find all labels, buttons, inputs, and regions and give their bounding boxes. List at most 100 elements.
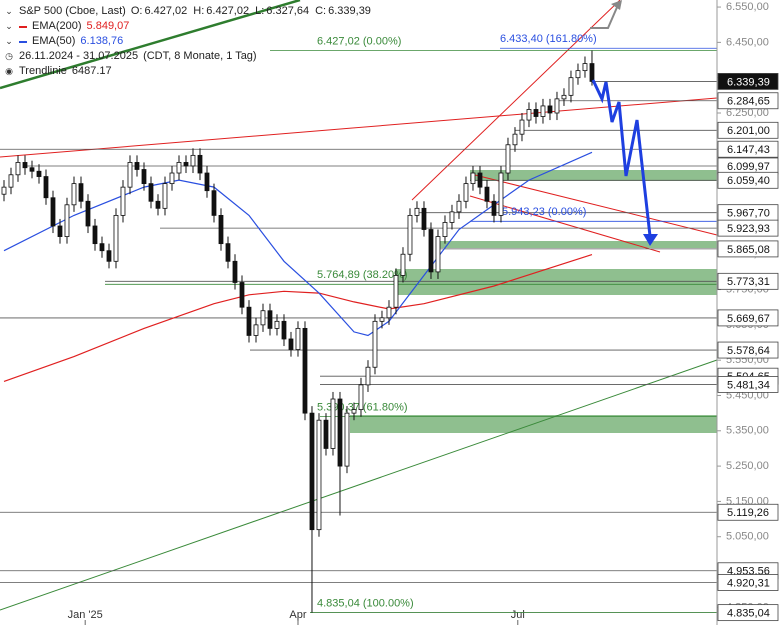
forecast-arrow — [591, 79, 652, 237]
candle-body — [162, 183, 168, 209]
fib-label: 4.835,04 (100.00%) — [317, 598, 414, 610]
candle-body — [582, 63, 588, 72]
trendline — [474, 174, 718, 236]
ohlc: O: 6.427,02 H: 6.427,02 L: 6.327,64 C: 6.339,39 — [131, 4, 377, 19]
price-box-label: 4.835,04 — [727, 608, 770, 620]
candle-body — [407, 214, 413, 255]
zone — [470, 170, 717, 181]
candle-body — [43, 176, 49, 199]
ohlc-label: O: — [130, 5, 143, 17]
y-tick-label: 5.250,00 — [726, 460, 769, 472]
collapse-icon[interactable]: ⌄ — [5, 6, 13, 16]
price-box-label: 5.119,26 — [727, 507, 769, 519]
symbol: S&P 500 (Cboe, Last) — [19, 5, 126, 17]
candle-body — [295, 327, 301, 350]
candle-body — [267, 310, 273, 329]
candle-body — [477, 172, 483, 188]
price-box — [717, 240, 779, 258]
price-box — [717, 140, 779, 158]
candle-body — [575, 70, 581, 79]
price-box-label: 6.201,00 — [727, 125, 770, 137]
candle-body — [134, 162, 140, 170]
trendline — [0, 97, 718, 158]
trendline — [0, 0, 301, 90]
candle-body — [330, 398, 336, 449]
candle-body — [169, 172, 175, 185]
candle-body — [316, 419, 322, 531]
candle-body — [456, 200, 462, 213]
range-info: (CDT, 8 Monate, 1 Tag) — [143, 50, 257, 62]
candle-body — [428, 229, 434, 273]
price-box-label: 6.147,43 — [727, 144, 770, 156]
candle-body — [29, 167, 35, 172]
candle-body — [288, 338, 294, 350]
candle-body — [78, 183, 84, 202]
candle-body — [148, 183, 154, 202]
ohlc-value: 6.339,39 — [328, 5, 371, 17]
candle-body — [449, 211, 455, 223]
price-box — [717, 219, 779, 237]
candle-body — [71, 183, 77, 206]
price-box — [717, 121, 779, 139]
dot-icon: ◉ — [5, 66, 13, 76]
price-box-label: 5.481,34 — [727, 379, 770, 391]
ema-line — [3, 254, 593, 382]
candle-body — [211, 190, 217, 216]
arrow-head — [643, 234, 658, 246]
candle-body — [323, 419, 329, 449]
legend-row: ⌄ EMA(50) 6.138,76 — [4, 34, 377, 49]
candle-body — [547, 105, 553, 114]
candle-body — [183, 162, 189, 167]
trendline-value: 6487.17 — [71, 65, 112, 77]
candle-body — [337, 398, 343, 467]
legend-row: ◷ 26.11.2024 - 31.07.2025 (CDT, 8 Monate… — [4, 49, 377, 64]
candle-body — [393, 275, 399, 308]
candle-body — [519, 119, 525, 135]
candle-body — [232, 260, 238, 283]
candle-body — [36, 170, 42, 177]
price-box-label: 5.923,93 — [727, 223, 770, 235]
price-box — [717, 309, 779, 327]
candle-body — [92, 225, 98, 245]
fib-label: 6.433,40 (161.80%) — [500, 33, 597, 45]
candle-body — [239, 282, 245, 308]
candle-body — [253, 324, 259, 336]
candle-body — [15, 162, 21, 176]
ohlc-value: 6.427,02 — [206, 5, 250, 17]
x-tick-label: Jul — [511, 609, 525, 621]
candle-body — [498, 172, 504, 216]
ohlc-value: 6.427,02 — [144, 5, 188, 17]
trendline — [0, 359, 718, 611]
fib-label: 6.427,02 (0.00%) — [317, 35, 401, 47]
collapse-icon[interactable]: ⌄ — [5, 36, 13, 46]
legend-value: 5.849,07 — [86, 20, 130, 32]
price-box-label: 4.920,31 — [727, 577, 770, 589]
ohlc-label: C: — [315, 5, 327, 17]
price-box-label: 5.578,64 — [727, 345, 770, 357]
candle-body — [512, 133, 518, 146]
candle-body — [225, 243, 231, 262]
candle-body — [435, 236, 441, 273]
collapse-icon[interactable]: ⌄ — [5, 21, 13, 31]
price-box — [717, 341, 779, 359]
candle-body — [400, 253, 406, 276]
price-box — [717, 272, 779, 290]
legend-row: ◉ Trendlinie 6487.17 — [4, 64, 377, 79]
candle-body — [344, 412, 350, 467]
price-box — [717, 503, 779, 521]
candle-body — [64, 204, 70, 237]
candle-body — [309, 412, 315, 531]
candle-body — [218, 214, 224, 245]
ema-line — [3, 151, 593, 337]
candle-body — [8, 174, 14, 188]
candle-body — [491, 200, 497, 216]
ohlc-value: 6.327,64 — [266, 5, 310, 17]
candle-body — [155, 200, 161, 209]
legend-swatch — [19, 40, 27, 43]
candle-body — [463, 183, 469, 202]
candle-body — [246, 306, 252, 336]
candle-body — [442, 222, 448, 237]
legend-row: ⌄ EMA(200) 5.849,07 — [4, 19, 377, 34]
price-box-label: 6.339,39 — [727, 76, 770, 88]
